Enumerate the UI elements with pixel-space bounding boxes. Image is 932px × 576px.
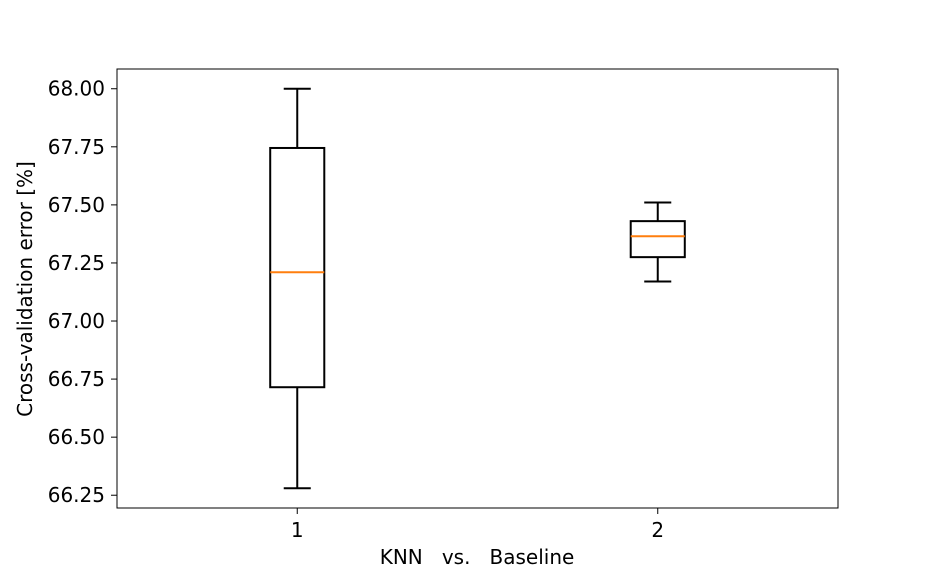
y-tick-label: 66.50	[48, 425, 105, 449]
iqr-box	[269, 146, 326, 389]
y-tick-label: 67.25	[48, 251, 105, 275]
x-tick-label: 2	[651, 518, 664, 542]
box-group-2	[629, 201, 686, 283]
boxes-layer	[269, 87, 686, 490]
y-tick-label: 66.25	[48, 483, 105, 507]
y-tick-label: 67.50	[48, 193, 105, 217]
y-tick-label: 67.75	[48, 135, 105, 159]
x-tick-label: 1	[291, 518, 304, 542]
plot-area	[117, 69, 838, 508]
plot-frame	[116, 68, 839, 509]
y-tick-label: 68.00	[48, 77, 105, 101]
y-tick-label: 66.75	[48, 367, 105, 391]
box-group-1	[269, 87, 326, 490]
y-axis: 66.25 66.50 66.75 67.00 67.25 67.50 67.75 68.00	[48, 77, 117, 507]
iqr-box	[629, 220, 686, 259]
y-tick-label: 67.00	[48, 309, 105, 333]
x-axis-label: KNN vs. Baseline	[380, 545, 575, 569]
y-axis-label: Cross-validation error [%]	[13, 161, 37, 417]
